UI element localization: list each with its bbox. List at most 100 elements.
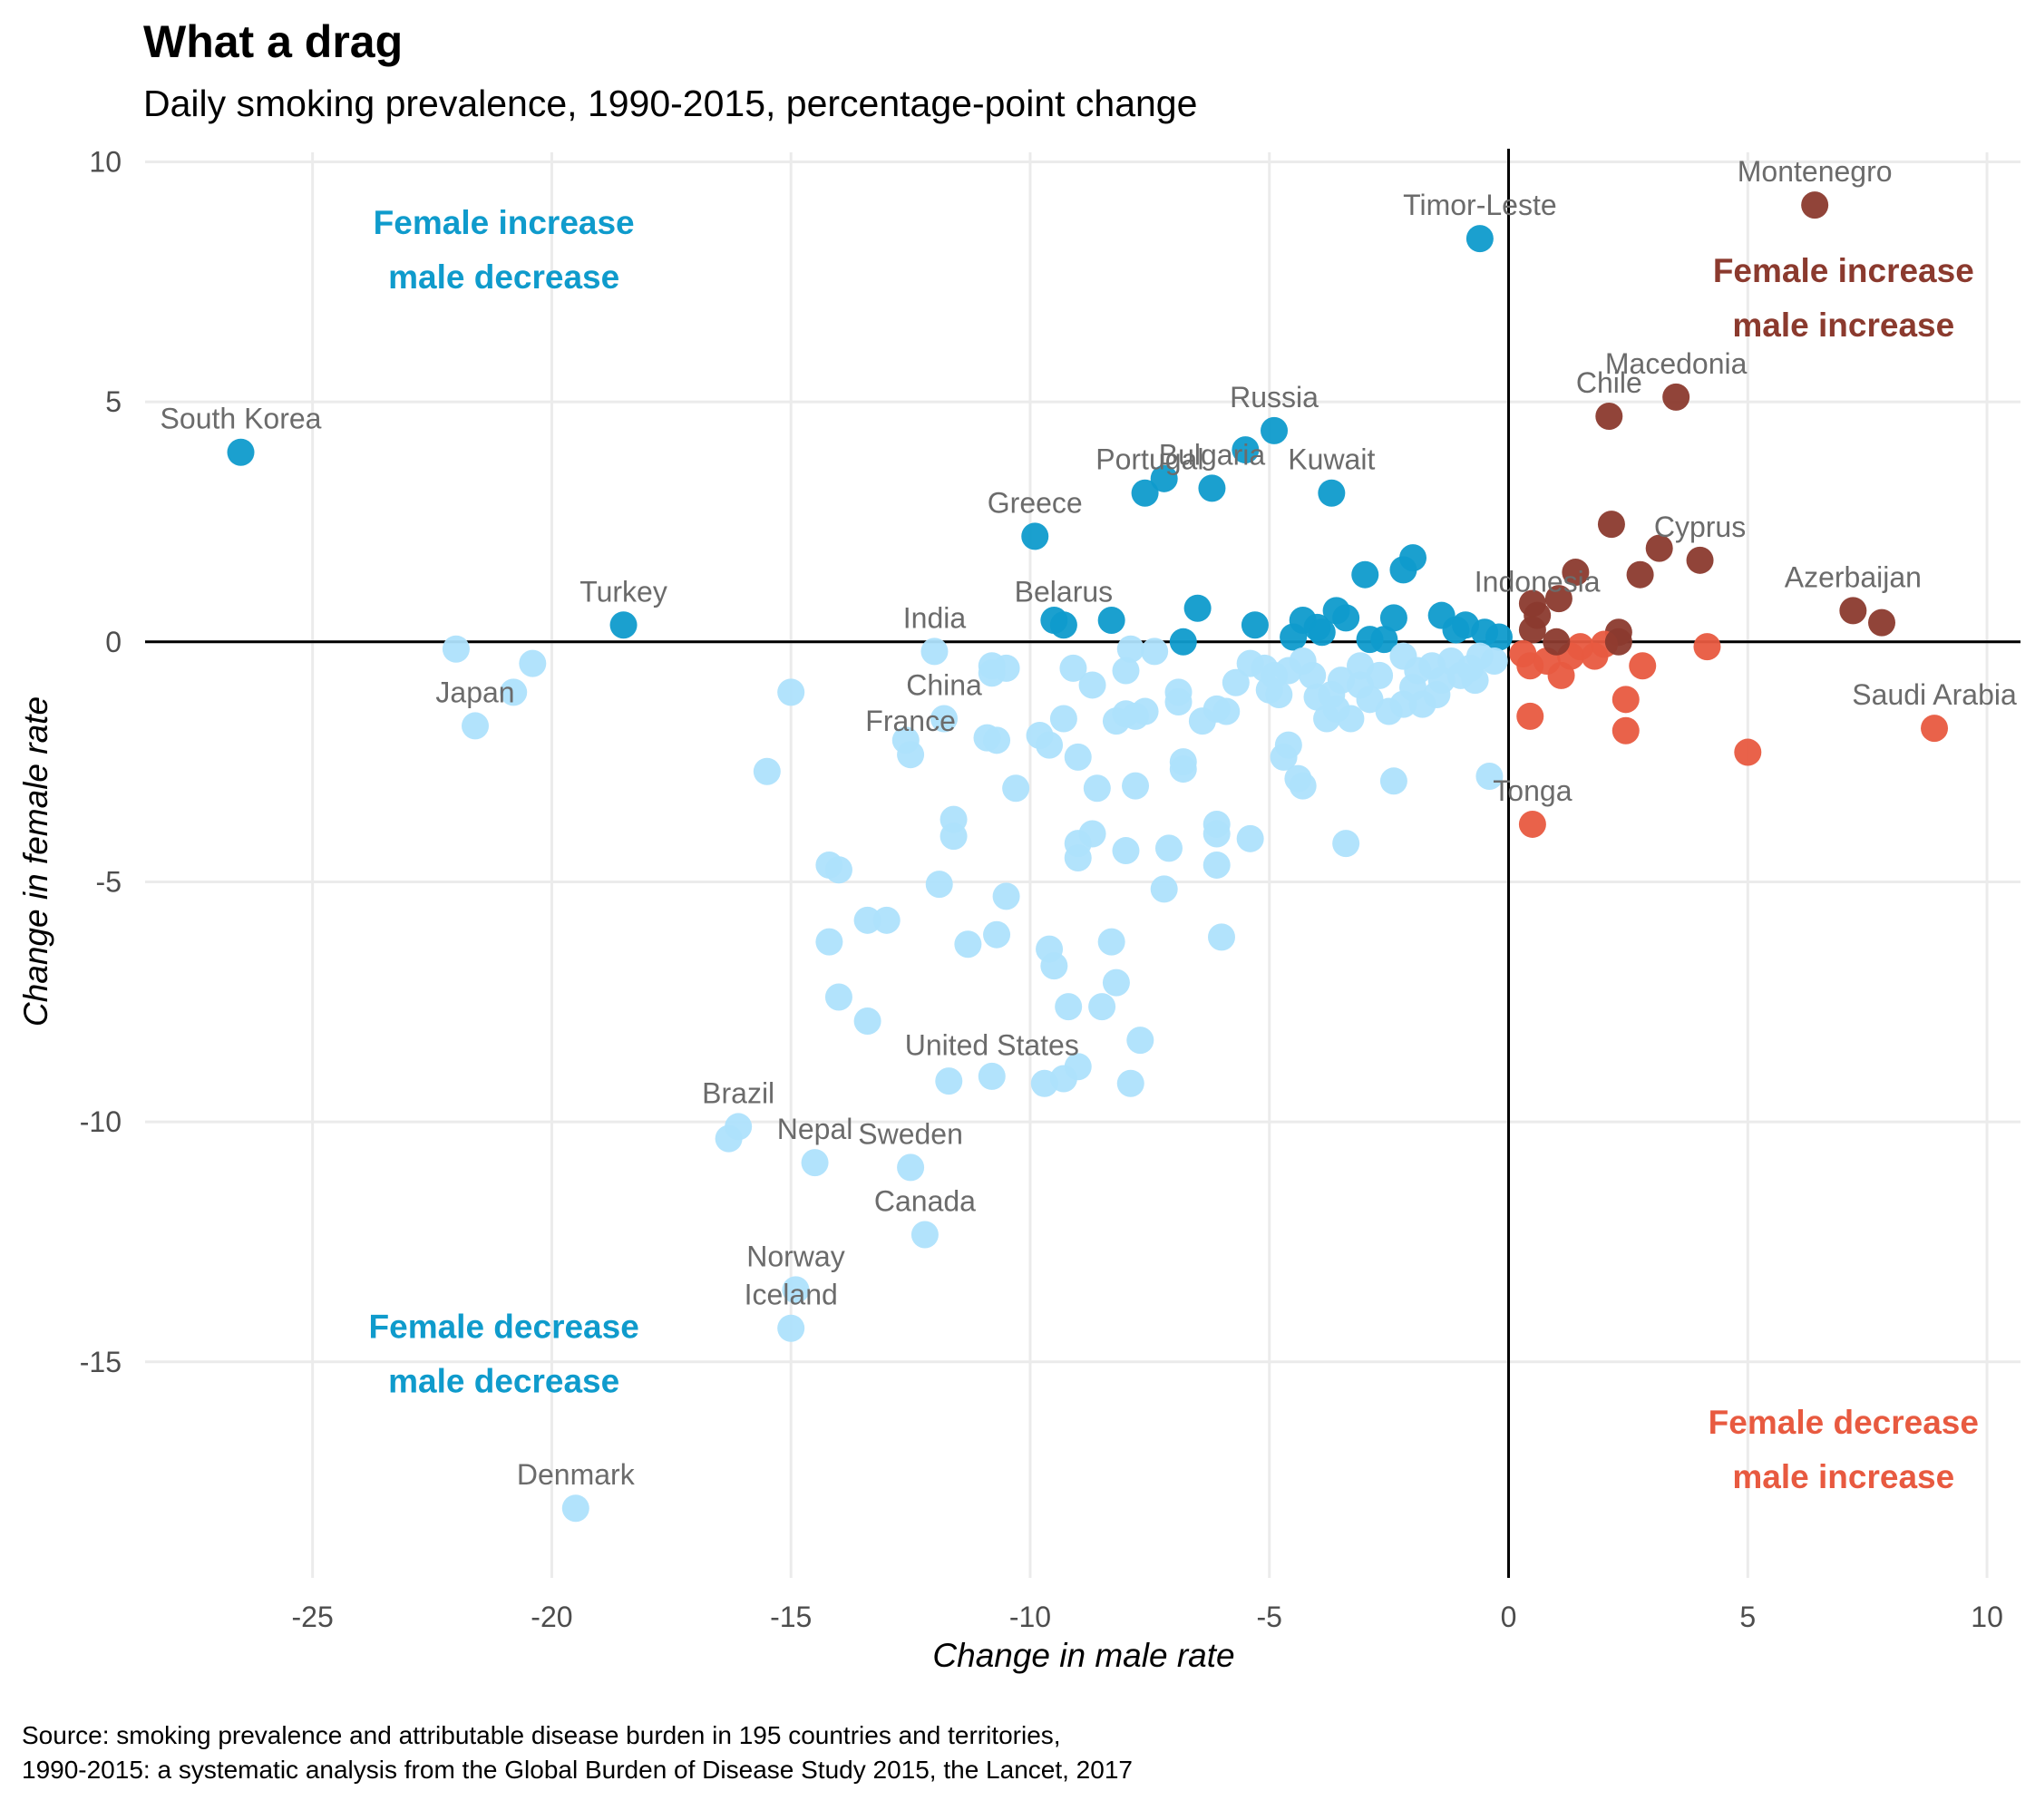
data-point xyxy=(1078,671,1106,699)
x-tick-label: -15 xyxy=(770,1601,812,1633)
data-point xyxy=(1399,544,1427,572)
data-point xyxy=(815,928,843,956)
data-point xyxy=(500,678,528,706)
data-point xyxy=(1232,436,1260,464)
country-label: Denmark xyxy=(517,1458,636,1491)
data-point xyxy=(1126,1027,1154,1055)
country-label: Canada xyxy=(874,1185,976,1218)
data-point xyxy=(1274,731,1302,759)
x-tick-label: 5 xyxy=(1739,1601,1756,1633)
data-point xyxy=(1839,597,1867,625)
data-point xyxy=(1337,705,1365,733)
data-point xyxy=(1801,191,1829,219)
country-label: Sweden xyxy=(858,1117,963,1150)
data-point xyxy=(983,726,1011,754)
data-point xyxy=(1002,774,1030,803)
data-point xyxy=(1544,585,1572,613)
data-point xyxy=(978,1062,1006,1090)
data-point xyxy=(1241,611,1269,639)
data-point xyxy=(1662,383,1690,411)
data-point xyxy=(1404,657,1432,685)
data-point xyxy=(1150,875,1178,903)
data-point xyxy=(1318,681,1346,709)
data-point xyxy=(1078,820,1106,848)
data-point xyxy=(1083,774,1111,803)
country-label: Indonesia xyxy=(1475,566,1601,599)
data-point xyxy=(1280,623,1308,651)
data-point xyxy=(983,920,1011,949)
data-point xyxy=(1122,772,1150,800)
data-point xyxy=(1036,731,1064,759)
data-point xyxy=(1059,654,1087,682)
data-point xyxy=(897,741,925,769)
data-point xyxy=(227,438,255,466)
data-point xyxy=(1202,820,1231,848)
country-label: Cyprus xyxy=(1654,511,1746,543)
data-point xyxy=(824,856,852,884)
country-label: Tonga xyxy=(1493,774,1572,807)
data-point xyxy=(1461,667,1489,695)
data-point xyxy=(1475,763,1504,791)
country-label: Iceland xyxy=(745,1279,838,1311)
country-label: Kuwait xyxy=(1288,443,1375,476)
data-point xyxy=(1183,594,1212,622)
data-point xyxy=(561,1494,589,1523)
country-label: Portugal xyxy=(1095,443,1203,476)
data-point xyxy=(1518,616,1546,644)
data-point xyxy=(1131,697,1159,725)
data-point xyxy=(954,930,982,959)
data-point xyxy=(1150,464,1178,492)
data-point xyxy=(1921,715,1949,743)
chart-subtitle: Daily smoking prevalence, 1990-2015, per… xyxy=(143,83,1197,124)
data-point xyxy=(1112,657,1140,685)
data-point xyxy=(1169,628,1197,656)
data-point xyxy=(1040,952,1068,980)
data-point xyxy=(442,635,470,663)
x-tick-label: -20 xyxy=(531,1601,572,1633)
country-label: Belarus xyxy=(1015,575,1114,608)
data-point xyxy=(910,1221,939,1249)
data-point xyxy=(782,1276,810,1304)
data-point xyxy=(1207,923,1235,951)
data-point xyxy=(1509,640,1537,668)
data-point xyxy=(1308,618,1336,647)
x-tick-label: 0 xyxy=(1501,1601,1517,1633)
x-tick-label: -10 xyxy=(1009,1601,1051,1633)
data-point xyxy=(1686,546,1714,574)
data-point xyxy=(1198,474,1226,502)
country-label: Chile xyxy=(1576,366,1642,399)
data-point xyxy=(1169,755,1197,783)
y-tick-label: -10 xyxy=(80,1105,122,1138)
data-point xyxy=(1261,416,1289,444)
country-label: India xyxy=(903,601,967,634)
data-point xyxy=(1346,652,1374,680)
data-point xyxy=(777,678,805,706)
data-point xyxy=(1055,993,1083,1021)
quadrant-label: Female increase xyxy=(1713,252,1974,289)
country-label: Timor-Leste xyxy=(1403,189,1557,221)
chart-title: What a drag xyxy=(143,16,403,67)
quadrant-label: male decrease xyxy=(388,1362,619,1399)
data-points xyxy=(227,191,1949,1523)
data-point xyxy=(1251,654,1279,682)
data-point xyxy=(1021,522,1049,550)
data-point xyxy=(1116,635,1144,663)
data-point xyxy=(925,871,953,899)
data-point xyxy=(1289,772,1317,800)
data-point xyxy=(1485,623,1513,651)
y-tick-label: 10 xyxy=(89,145,122,178)
data-point xyxy=(1611,686,1640,714)
quadrant-label: Female increase xyxy=(374,204,635,241)
data-point xyxy=(1629,652,1657,680)
country-label: Azerbaijan xyxy=(1785,560,1922,593)
quadrant-label: Female decrease xyxy=(1709,1404,1979,1441)
data-point xyxy=(1516,702,1544,730)
country-label: Norway xyxy=(746,1240,844,1272)
data-point xyxy=(1049,705,1077,733)
data-point xyxy=(930,705,959,733)
data-point xyxy=(1543,628,1571,656)
data-point xyxy=(1604,628,1632,656)
data-point xyxy=(1465,225,1494,253)
country-label: Brazil xyxy=(702,1076,774,1109)
